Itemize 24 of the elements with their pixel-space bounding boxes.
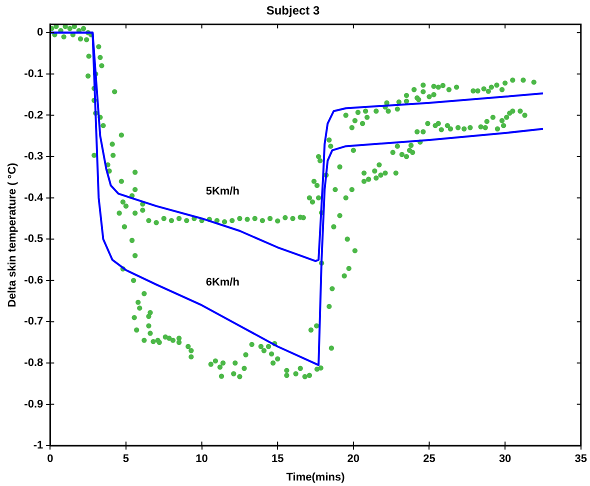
x-tick-label: 15 — [271, 453, 284, 466]
x-tick-label: 5 — [122, 453, 130, 466]
y-tick-label: -0.2 — [24, 109, 44, 122]
chart-title: Subject 3 — [266, 4, 320, 18]
y-axis-title: Delta skin temperature ( °C) — [6, 162, 19, 308]
series-label: 6Km/h — [206, 276, 240, 289]
y-tick-label: 0 — [37, 26, 44, 39]
y-tick-label: -0.7 — [24, 316, 44, 328]
y-tick-label: -0.9 — [24, 398, 44, 410]
y-tick-label: -1 — [33, 440, 44, 452]
y-tick-label: -0.6 — [24, 274, 44, 286]
x-tick-label: 30 — [498, 453, 512, 466]
x-tick-label: 20 — [347, 453, 360, 466]
y-tick-label: -0.3 — [24, 150, 44, 163]
x-tick-label: 10 — [196, 453, 208, 466]
y-tick-label: -0.8 — [24, 357, 44, 370]
x-axis-title: Time(mins) — [286, 471, 346, 484]
x-tick-label: 35 — [574, 453, 588, 466]
x-tick-label: 25 — [423, 453, 436, 466]
x-tick-label: 0 — [47, 453, 54, 466]
y-tick-label: -0.1 — [24, 68, 44, 80]
series-label: 5Km/h — [206, 185, 240, 198]
y-tick-label: -0.4 — [24, 192, 44, 204]
y-tick-label: -0.5 — [24, 233, 44, 246]
